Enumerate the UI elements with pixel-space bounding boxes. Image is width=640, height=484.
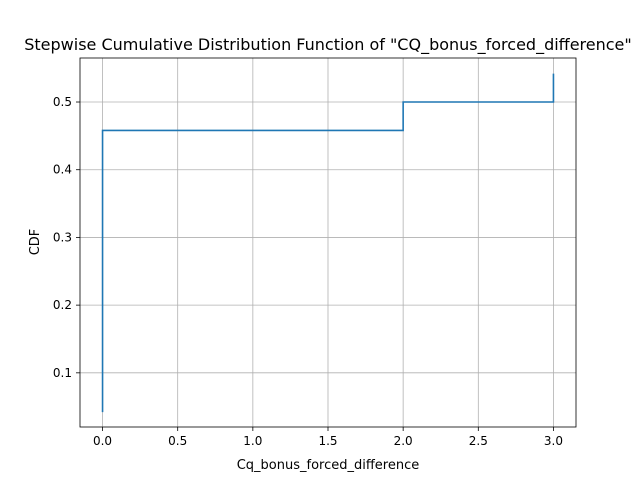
y-tick-label: 0.2 bbox=[53, 298, 72, 312]
x-axis-ticks: 0.0 0.5 1.0 1.5 2.0 2.5 3.0 bbox=[93, 427, 563, 448]
chart-title: Stepwise Cumulative Distribution Functio… bbox=[24, 35, 632, 55]
x-tick-label: 1.0 bbox=[243, 434, 262, 448]
x-tick-label: 2.5 bbox=[469, 434, 488, 448]
y-tick-label: 0.1 bbox=[53, 366, 72, 380]
x-tick-label: 2.0 bbox=[394, 434, 413, 448]
x-tick-label: 3.0 bbox=[544, 434, 563, 448]
x-axis-label: Cq_bonus_forced_difference bbox=[237, 458, 420, 473]
x-tick-label: 1.5 bbox=[318, 434, 337, 448]
y-tick-label: 0.4 bbox=[53, 163, 72, 177]
y-axis-label: CDF bbox=[28, 229, 43, 256]
cdf-step-line bbox=[101, 73, 555, 413]
x-tick-label: 0.0 bbox=[93, 434, 112, 448]
y-axis-ticks: 0.1 0.2 0.3 0.4 0.5 bbox=[53, 95, 80, 380]
grid bbox=[80, 58, 576, 427]
series-layer bbox=[101, 73, 555, 413]
y-tick-label: 0.3 bbox=[53, 230, 72, 244]
x-tick-label: 0.5 bbox=[168, 434, 187, 448]
y-tick-label: 0.5 bbox=[53, 95, 72, 109]
